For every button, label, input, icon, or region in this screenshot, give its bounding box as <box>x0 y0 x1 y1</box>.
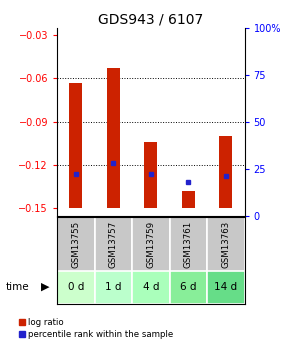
Text: 4 d: 4 d <box>143 282 159 292</box>
Bar <box>69 82 82 208</box>
Text: ▶: ▶ <box>41 282 50 292</box>
Bar <box>207 271 245 304</box>
Bar <box>57 271 95 304</box>
Bar <box>144 142 157 208</box>
Bar <box>132 271 170 304</box>
Text: 1 d: 1 d <box>105 282 122 292</box>
Bar <box>132 217 170 271</box>
Bar <box>207 217 245 271</box>
Text: GSM13761: GSM13761 <box>184 220 193 268</box>
Text: GSM13763: GSM13763 <box>222 220 230 268</box>
Bar <box>182 191 195 208</box>
Title: GDS943 / 6107: GDS943 / 6107 <box>98 12 204 27</box>
Text: GSM13755: GSM13755 <box>71 220 80 268</box>
Bar <box>170 217 207 271</box>
Text: time: time <box>6 282 30 292</box>
Bar <box>95 271 132 304</box>
Legend: log ratio, percentile rank within the sample: log ratio, percentile rank within the sa… <box>19 318 174 339</box>
Bar <box>219 136 232 208</box>
Bar <box>170 271 207 304</box>
Text: 6 d: 6 d <box>180 282 197 292</box>
Bar <box>95 217 132 271</box>
Text: 0 d: 0 d <box>68 282 84 292</box>
Bar <box>57 217 95 271</box>
Text: GSM13757: GSM13757 <box>109 220 118 268</box>
Text: 14 d: 14 d <box>214 282 237 292</box>
Bar <box>107 68 120 208</box>
Text: GSM13759: GSM13759 <box>146 220 155 268</box>
